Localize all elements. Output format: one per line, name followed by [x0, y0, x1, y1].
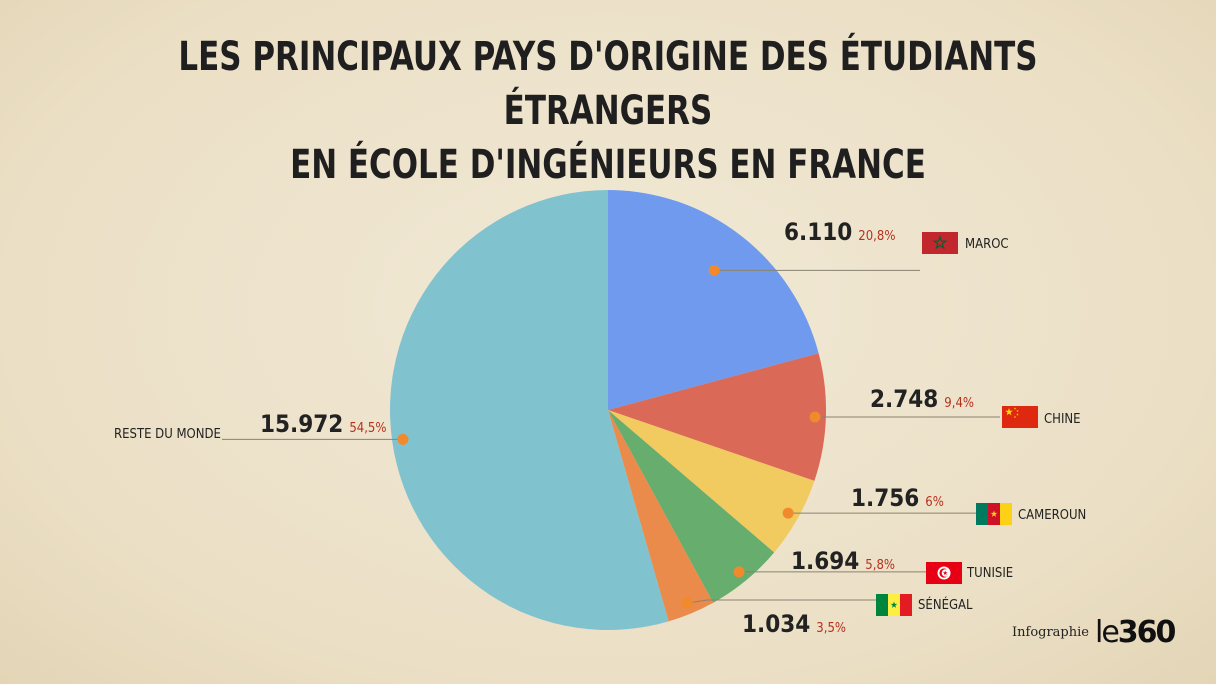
pie-slice-reste-du-monde [389, 190, 669, 630]
flag-chine-icon [1002, 406, 1038, 428]
pie-slice-chine [608, 353, 827, 481]
value-label-maroc: 6.110 20,8% [784, 218, 895, 246]
marker-cameroun [782, 507, 794, 519]
pie-slice-cameroun [608, 410, 815, 553]
flag-tunisie-icon [926, 562, 962, 584]
value-cameroun: 1.756 [851, 484, 919, 512]
pie-slice-senegal [608, 410, 714, 622]
pie-slices [389, 190, 827, 630]
country-label-maroc: MAROC [965, 237, 1009, 252]
flag-cameroun-icon [976, 503, 1012, 525]
flag-maroc-icon [922, 232, 958, 254]
pie-slice-tunisie [608, 410, 775, 603]
country-label-reste-du-monde: RESTE DU MONDE [114, 427, 221, 442]
country-label-cameroun: CAMEROUN [1018, 508, 1086, 523]
title-line-2: EN ÉCOLE D'INGÉNIEURS EN FRANCE [290, 142, 926, 188]
value-label-cameroun: 1.756 6% [851, 484, 944, 512]
percent-tunisie: 5,8% [865, 558, 895, 573]
le360-logo: le360 [1094, 614, 1176, 650]
value-senegal: 1.034 [742, 610, 810, 638]
value-label-chine: 2.748 9,4% [870, 385, 974, 413]
percent-chine: 9,4% [944, 396, 974, 411]
value-label-tunisie: 1.694 5,8% [791, 547, 895, 575]
title-line-1: LES PRINCIPAUX PAYS D'ORIGINE DES ÉTUDIA… [178, 34, 1038, 134]
chart-title: LES PRINCIPAUX PAYS D'ORIGINE DES ÉTUDIA… [85, 30, 1131, 192]
percent-maroc: 20,8% [858, 229, 895, 244]
value-tunisie: 1.694 [791, 547, 859, 575]
credit-label: Infographie [1012, 624, 1089, 640]
value-reste-du-monde: 15.972 [260, 410, 343, 438]
flag-senegal-icon [876, 594, 912, 616]
pie-labels: 6.110 20,8% MAROC 2.748 9,4% CHINE 1.756 6% CAME… [114, 218, 1086, 638]
value-maroc: 6.110 [784, 218, 852, 246]
percent-reste-du-monde: 54,5% [349, 421, 386, 436]
value-label-senegal: 1.034 3,5% [742, 610, 846, 638]
country-label-tunisie: TUNISIE [966, 566, 1013, 581]
marker-senegal [681, 597, 693, 609]
value-label-reste-du-monde: 15.972 54,5% [260, 410, 386, 438]
marker-tunisie [733, 566, 745, 578]
credit: Infographie le360 [1012, 612, 1176, 652]
country-label-senegal: SÉNÉGAL [918, 597, 973, 613]
percent-senegal: 3,5% [816, 621, 846, 636]
pie-slice-maroc [608, 190, 819, 410]
value-chine: 2.748 [870, 385, 938, 413]
country-label-chine: CHINE [1044, 412, 1081, 427]
leader-line-senegal [687, 599, 876, 604]
marker-maroc [708, 264, 720, 276]
marker-chine [809, 411, 821, 423]
marker-reste-du-monde [397, 433, 409, 445]
percent-cameroun: 6% [925, 495, 944, 510]
